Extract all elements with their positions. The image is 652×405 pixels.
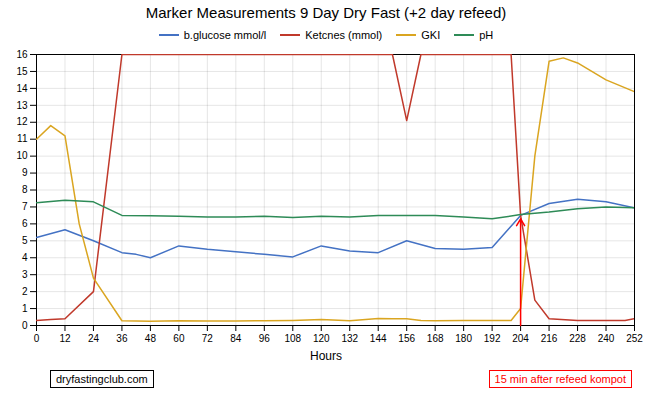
svg-text:0: 0 xyxy=(34,333,40,344)
svg-text:15: 15 xyxy=(16,66,28,77)
svg-text:228: 228 xyxy=(569,333,586,344)
svg-text:12: 12 xyxy=(16,116,28,127)
svg-text:24: 24 xyxy=(88,333,100,344)
svg-text:36: 36 xyxy=(116,333,128,344)
svg-text:13: 13 xyxy=(16,100,28,111)
svg-text:6: 6 xyxy=(22,218,28,229)
svg-text:252: 252 xyxy=(626,333,643,344)
svg-text:8: 8 xyxy=(22,184,28,195)
html-text:15 min after refeed kompot: 15 min after refeed kompot xyxy=(494,373,626,385)
svg-text:4: 4 xyxy=(22,252,28,263)
html-text:Marker Measurements 9 Day Dry: Marker Measurements 9 Day Dry Fast (+2 d… xyxy=(145,4,507,21)
svg-text:204: 204 xyxy=(512,333,529,344)
svg-text:48: 48 xyxy=(145,333,157,344)
svg-text:5: 5 xyxy=(22,235,28,246)
svg-text:14: 14 xyxy=(16,83,28,94)
svg-text:216: 216 xyxy=(541,333,558,344)
svg-text:72: 72 xyxy=(202,333,214,344)
html-text:dryfastingclub.com: dryfastingclub.com xyxy=(56,373,148,385)
svg-text:192: 192 xyxy=(484,333,501,344)
svg-text:7: 7 xyxy=(22,201,28,212)
html-text:Hours: Hours xyxy=(310,349,342,363)
svg-text:1: 1 xyxy=(22,303,28,314)
svg-text:96: 96 xyxy=(259,333,271,344)
svg-text:168: 168 xyxy=(427,333,444,344)
svg-text:10: 10 xyxy=(16,150,28,161)
html-text:GKI: GKI xyxy=(421,29,441,41)
svg-text:12: 12 xyxy=(59,333,71,344)
svg-text:108: 108 xyxy=(284,333,301,344)
svg-text:9: 9 xyxy=(22,167,28,178)
svg-text:60: 60 xyxy=(173,333,185,344)
svg-text:132: 132 xyxy=(341,333,358,344)
html-text:Ketcnes (mmol): Ketcnes (mmol) xyxy=(305,29,383,41)
svg-text:0: 0 xyxy=(22,320,28,331)
svg-text:16: 16 xyxy=(16,49,28,60)
svg-text:120: 120 xyxy=(313,333,330,344)
svg-text:144: 144 xyxy=(370,333,387,344)
svg-text:84: 84 xyxy=(230,333,242,344)
html-text:b.glucose mmol/l: b.glucose mmol/l xyxy=(183,29,267,41)
svg-text:240: 240 xyxy=(598,333,615,344)
svg-text:156: 156 xyxy=(398,333,415,344)
html-text:pH: pH xyxy=(479,29,494,41)
svg-text:180: 180 xyxy=(455,333,472,344)
svg-text:2: 2 xyxy=(22,286,28,297)
svg-text:11: 11 xyxy=(17,133,28,144)
svg-text:3: 3 xyxy=(22,269,28,280)
